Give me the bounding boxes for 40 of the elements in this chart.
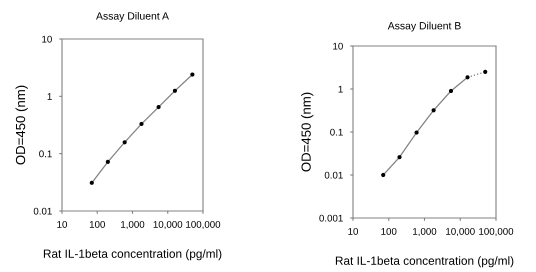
chart-title: Assay Diluent A: [96, 12, 169, 22]
x-tick-label: 100,000: [479, 228, 514, 236]
x-tick-label: 1,000: [413, 228, 436, 236]
y-tick-label: 0.001: [319, 214, 343, 222]
point: [190, 72, 194, 77]
x-axis-title: Rat IL-1beta concentration (pg/ml): [336, 256, 514, 268]
chart-title: Assay Diluent B: [388, 22, 461, 32]
x-tick-label: 10: [348, 228, 358, 235]
point: [448, 88, 454, 94]
x-tick-label: 100: [381, 228, 396, 235]
point: [414, 130, 419, 135]
line-series: [91, 74, 194, 184]
point: [432, 108, 436, 112]
point: [397, 155, 402, 160]
x-tick-label: 10,000: [446, 228, 475, 236]
x-tick-label: 10: [57, 220, 68, 228]
y-tick-label: 1: [48, 93, 52, 100]
point: [381, 172, 386, 178]
y-tick-label: 0.01: [324, 172, 343, 179]
x-tick-label: 10,000: [154, 220, 182, 230]
y-tick-label: 10: [333, 42, 343, 50]
point: [156, 104, 161, 110]
point: [465, 75, 470, 80]
x-tick-label: 1,000: [121, 220, 144, 230]
x-tick-label: 100,000: [186, 220, 220, 230]
x-axis-title: Rat IL-1beta concentration (pg/ml): [44, 249, 222, 260]
y-axis-title: OD=450 (nm): [301, 92, 314, 172]
point: [139, 122, 144, 126]
y-tick-label: 10: [42, 36, 52, 43]
point: [122, 140, 127, 144]
y-tick-label: 1: [338, 86, 343, 93]
y-tick-label: 0.01: [34, 208, 52, 215]
x-tick-label: 100: [90, 220, 105, 228]
point: [90, 180, 94, 185]
point: [483, 70, 488, 74]
y-tick-label: 0.1: [330, 128, 343, 136]
y-axis-title: OD=450 (nm): [16, 86, 28, 165]
point: [172, 88, 178, 93]
point: [106, 160, 110, 164]
y-tick-label: 0.1: [39, 150, 52, 158]
